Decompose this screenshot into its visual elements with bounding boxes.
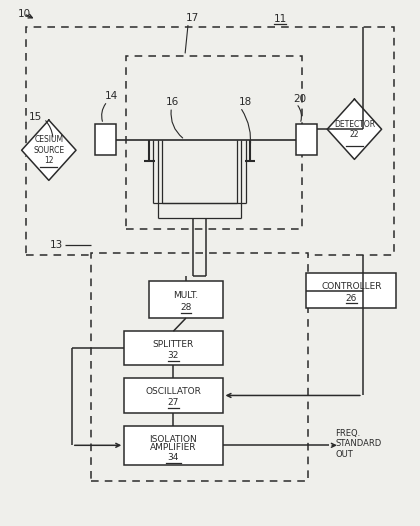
Text: 11: 11 xyxy=(273,14,287,24)
Text: 13: 13 xyxy=(50,240,63,250)
Text: 26: 26 xyxy=(346,294,357,302)
Bar xyxy=(95,124,116,156)
Bar xyxy=(124,378,223,412)
Bar xyxy=(91,252,308,481)
Text: CONTROLLER: CONTROLLER xyxy=(321,282,381,291)
Text: OSCILLATOR: OSCILLATOR xyxy=(145,387,201,396)
Polygon shape xyxy=(327,99,382,159)
Polygon shape xyxy=(21,120,76,180)
Text: ISOLATION: ISOLATION xyxy=(150,435,197,444)
Text: AMPLIFIER: AMPLIFIER xyxy=(150,443,197,452)
Text: 15: 15 xyxy=(29,112,42,122)
Text: CESIUM
SOURCE
12: CESIUM SOURCE 12 xyxy=(33,135,64,165)
Text: 14: 14 xyxy=(105,92,118,102)
Text: DETECTOR
22: DETECTOR 22 xyxy=(334,119,375,139)
Bar xyxy=(124,331,223,365)
Text: FREQ.
STANDARD
OUT: FREQ. STANDARD OUT xyxy=(336,429,382,459)
Bar xyxy=(124,426,223,465)
Text: 28: 28 xyxy=(180,304,192,312)
Text: 17: 17 xyxy=(186,13,199,23)
Text: MULT.: MULT. xyxy=(173,291,199,300)
Bar xyxy=(126,56,302,229)
Text: 18: 18 xyxy=(239,97,252,107)
Bar xyxy=(26,27,394,255)
Text: 16: 16 xyxy=(166,97,179,107)
Bar xyxy=(306,274,396,308)
Text: 20: 20 xyxy=(294,94,307,104)
Text: 34: 34 xyxy=(168,452,179,462)
Text: 10: 10 xyxy=(18,9,32,19)
Text: 27: 27 xyxy=(168,399,179,408)
Text: SPLITTER: SPLITTER xyxy=(153,340,194,349)
Bar xyxy=(296,124,317,156)
Text: 32: 32 xyxy=(168,351,179,360)
Bar xyxy=(149,281,223,318)
